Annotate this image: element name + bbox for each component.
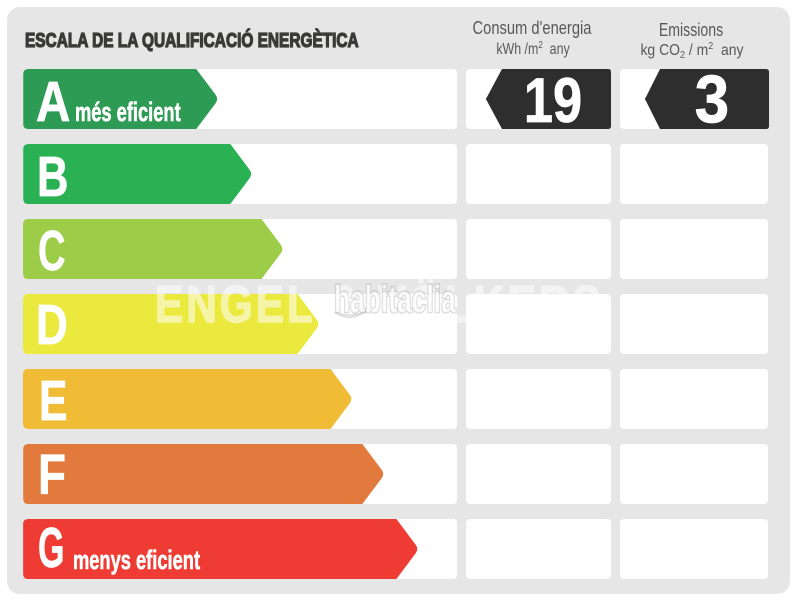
svg-text:ENGEL & VÖLKERS: ENGEL & VÖLKERS — [155, 276, 601, 334]
svg-text:habitaclia: habitaclia — [334, 277, 456, 320]
svg-text:habitaclia: habitaclia — [334, 277, 456, 320]
